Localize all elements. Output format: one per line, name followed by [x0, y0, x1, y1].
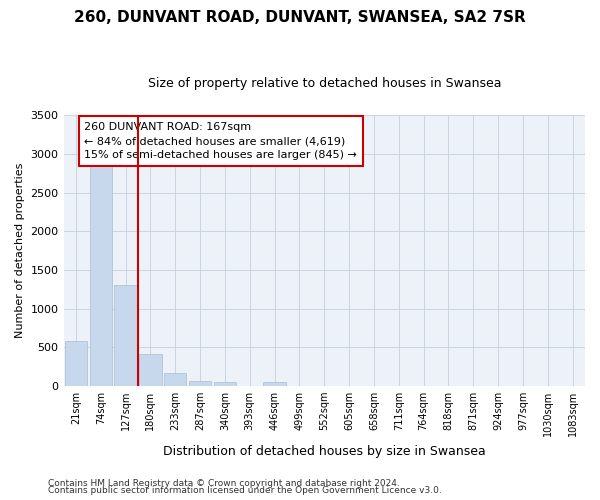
- Bar: [89, 162, 112, 386]
- Title: Size of property relative to detached houses in Swansea: Size of property relative to detached ho…: [148, 78, 501, 90]
- Text: 260 DUNVANT ROAD: 167sqm
← 84% of detached houses are smaller (4,619)
15% of sem: 260 DUNVANT ROAD: 167sqm ← 84% of detach…: [85, 122, 357, 160]
- Text: Contains public sector information licensed under the Open Government Licence v3: Contains public sector information licen…: [48, 486, 442, 495]
- Bar: [65, 341, 87, 386]
- Bar: [214, 382, 236, 386]
- Bar: [164, 372, 187, 386]
- Text: Contains HM Land Registry data © Crown copyright and database right 2024.: Contains HM Land Registry data © Crown c…: [48, 478, 400, 488]
- Bar: [263, 382, 286, 386]
- Bar: [115, 284, 137, 386]
- Bar: [139, 354, 161, 386]
- Bar: [189, 380, 211, 386]
- Y-axis label: Number of detached properties: Number of detached properties: [15, 163, 25, 338]
- Text: 260, DUNVANT ROAD, DUNVANT, SWANSEA, SA2 7SR: 260, DUNVANT ROAD, DUNVANT, SWANSEA, SA2…: [74, 10, 526, 25]
- X-axis label: Distribution of detached houses by size in Swansea: Distribution of detached houses by size …: [163, 444, 485, 458]
